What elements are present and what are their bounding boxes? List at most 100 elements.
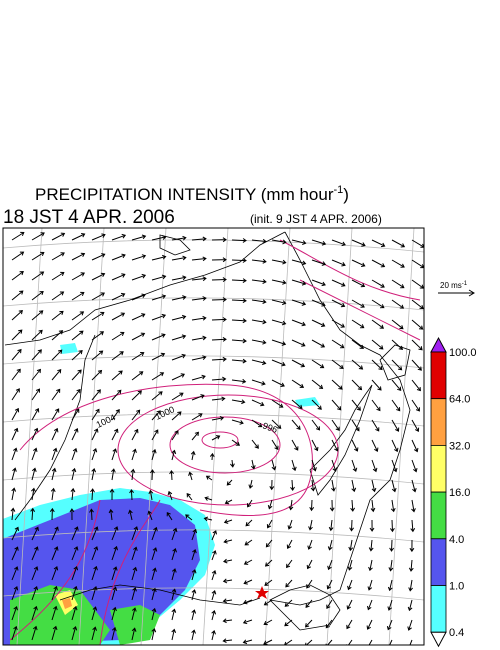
wind-arrow <box>311 319 326 327</box>
wind-arrow <box>91 389 101 401</box>
wind-arrow <box>31 388 41 401</box>
wind-vectors <box>10 231 424 645</box>
wind-arrow <box>211 570 217 581</box>
wind-arrow <box>271 339 287 346</box>
wind-arrow <box>311 299 326 307</box>
wind-arrow <box>151 391 163 401</box>
wind-arrow <box>347 559 353 571</box>
wind-arrow <box>304 619 313 628</box>
wind-arrow <box>351 239 366 247</box>
wind-arrow <box>91 448 98 461</box>
wind-arrow <box>331 239 346 247</box>
wind-arrow <box>69 508 75 521</box>
wind-arrow <box>291 339 306 347</box>
wind-arrow <box>211 336 227 342</box>
wind-arrow <box>204 496 213 501</box>
wind-arrow <box>367 599 373 611</box>
wind-arrow <box>287 519 293 530</box>
wind-arrow <box>151 628 157 641</box>
wind-arrow <box>351 319 365 329</box>
wind-arrow <box>391 419 400 432</box>
wind-arrow <box>368 639 373 645</box>
wind-arrow <box>171 588 177 601</box>
wind-arrow <box>167 490 173 501</box>
wind-arrow <box>171 392 184 401</box>
colorbar-band <box>430 351 447 400</box>
init-time: (init. 9 JST 4 APR. 2006) <box>250 212 382 226</box>
wind-arrow <box>149 469 155 481</box>
wind-arrow <box>411 419 420 432</box>
wind-arrow <box>111 626 117 641</box>
wind-arrow <box>311 239 327 246</box>
wind-arrow <box>311 339 326 348</box>
wind-arrow <box>351 299 365 308</box>
wind-arrow <box>131 607 137 621</box>
wind-arrow <box>11 586 19 601</box>
meridian <box>16 228 43 645</box>
colorbar-band <box>430 538 447 586</box>
wind-arrow <box>251 238 267 244</box>
wind-arrow <box>284 619 293 627</box>
wind-arrow <box>31 310 44 321</box>
wind-arrow <box>191 374 206 381</box>
precip-area <box>60 343 78 354</box>
coastline <box>4 231 411 631</box>
wind-arrow <box>11 271 24 281</box>
wind-arrow <box>51 467 57 481</box>
wind-arrow <box>269 479 275 491</box>
wind-arrow <box>131 352 145 361</box>
wind-scale-exp: -1 <box>462 281 468 287</box>
wind-arrow <box>71 349 83 361</box>
wind-arrow <box>111 606 117 621</box>
wind-arrow <box>111 526 119 541</box>
wind-arrow <box>211 277 227 283</box>
colorbar: 100.0 64.0 32.0 16.0 4.0 1.0 0.4 <box>430 336 477 648</box>
wind-arrow <box>351 259 366 267</box>
wind-arrow <box>271 439 279 451</box>
wind-arrow <box>391 379 402 391</box>
wind-arrow <box>71 526 79 541</box>
wind-arrow <box>211 257 227 263</box>
wind-arrow <box>31 467 37 481</box>
wind-arrow <box>211 415 225 421</box>
wind-arrow <box>251 299 267 305</box>
wind-arrow <box>349 519 355 532</box>
colorbar-band <box>430 491 447 540</box>
wind-arrow <box>391 279 405 289</box>
wind-arrow <box>350 499 356 512</box>
wind-arrow <box>263 619 273 626</box>
wind-arrow <box>71 252 86 261</box>
wind-arrow <box>191 355 207 361</box>
wind-arrow <box>231 399 246 405</box>
wind-arrow <box>31 271 45 281</box>
wind-arrow <box>71 369 82 381</box>
wind-arrow <box>411 299 424 310</box>
wind-arrow <box>211 376 227 382</box>
wind-arrow <box>387 579 393 592</box>
wind-arrow <box>284 639 293 645</box>
wind-arrow <box>390 499 396 513</box>
wind-arrow <box>368 559 373 572</box>
wind-arrow <box>311 419 321 431</box>
wind-arrow <box>211 550 217 561</box>
wind-arrow <box>131 332 146 341</box>
wind-arrow <box>131 313 146 321</box>
wind-arrow <box>151 352 166 361</box>
wind-arrow <box>71 585 78 601</box>
wind-scale-label: 20 ms-1 <box>440 281 468 290</box>
wind-scale-head <box>468 289 475 297</box>
wind-arrow <box>327 539 333 551</box>
wind-arrow <box>109 488 115 501</box>
wind-arrow <box>108 508 114 521</box>
wind-arrow <box>368 539 374 552</box>
wind-arrow <box>311 439 319 452</box>
wind-arrow <box>371 379 382 391</box>
wind-arrow <box>331 379 343 390</box>
wind-arrow <box>11 231 25 241</box>
wind-arrow <box>331 459 338 472</box>
wind-arrow <box>329 499 335 512</box>
wind-arrow <box>11 625 18 641</box>
wind-arrow <box>130 468 136 481</box>
wind-arrow <box>290 479 295 491</box>
wind-arrow <box>226 479 233 486</box>
